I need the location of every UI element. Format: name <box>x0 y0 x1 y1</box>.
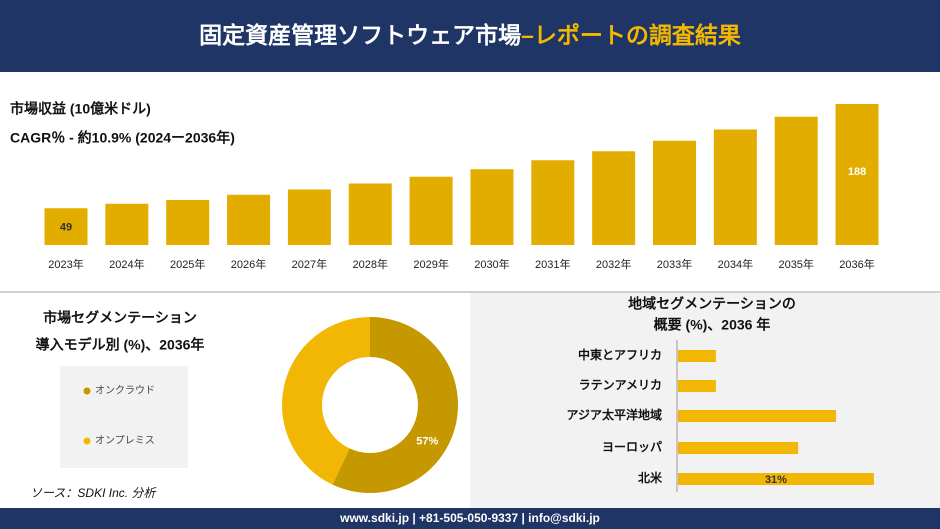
header-bg <box>0 0 940 72</box>
bar <box>835 104 879 245</box>
bar <box>678 473 874 485</box>
x-tick-label: 2034年 <box>718 257 753 271</box>
bar <box>678 350 716 362</box>
chart-subtitle: 概要 (%)、2036 年 <box>654 317 771 333</box>
bar <box>531 160 575 245</box>
x-tick-label: 2029年 <box>413 257 448 271</box>
bar <box>470 169 514 245</box>
data-label: 31% <box>765 474 787 486</box>
bar <box>166 200 210 245</box>
legend-label: オンプレミス <box>95 435 155 447</box>
bar <box>287 189 331 245</box>
bar <box>409 176 453 245</box>
bar <box>678 380 716 392</box>
legend-bg <box>60 366 188 468</box>
x-tick-label: 2030年 <box>474 257 509 271</box>
x-tick-label: 2024年 <box>109 257 144 271</box>
data-label: 188 <box>848 166 866 178</box>
y-tick-label: ヨーロッパ <box>602 440 662 454</box>
x-tick-label: 2028年 <box>353 257 388 271</box>
x-tick-label: 2027年 <box>292 257 327 271</box>
x-tick-label: 2025年 <box>170 257 205 271</box>
y-tick-label: ラテンアメリカ <box>579 378 662 392</box>
data-label: 49 <box>60 222 72 234</box>
x-tick-label: 2035年 <box>778 257 813 271</box>
x-tick-label: 2036年 <box>839 257 874 271</box>
x-tick-label: 2032年 <box>596 257 631 271</box>
source: ソース：SDKI Inc. 分析 <box>30 486 157 500</box>
title-accent: –レポートの調査結果 <box>521 22 741 48</box>
header-title: 固定資産管理ソフトウェア市場–レポートの調査結果 <box>199 22 741 48</box>
chart-title: 市場セグメンテーション <box>43 310 197 326</box>
chart-subtitle: CAGR％ - 約10.9% (2024ー2036年) <box>10 130 235 146</box>
bar <box>774 116 818 245</box>
legend-label: オンクラウド <box>95 385 155 397</box>
bar <box>713 129 757 245</box>
chart-title: 地域セグメンテーションの <box>628 296 796 312</box>
bar <box>105 203 149 245</box>
footer-bg <box>0 508 940 529</box>
chart-title: 市場収益 (10億米ドル) <box>10 101 151 117</box>
bar <box>653 140 696 245</box>
footer: www.sdki.jp | +81-505-050-9337 | info@sd… <box>339 511 600 525</box>
legend-marker <box>83 437 91 445</box>
legend-marker <box>83 387 91 395</box>
chart-subtitle: 導入モデル別 (%)、2036年 <box>36 337 205 353</box>
x-tick-label: 2023年 <box>48 257 83 271</box>
donut-slice <box>332 317 458 493</box>
x-tick-label: 2031年 <box>535 257 570 271</box>
bar <box>227 194 271 245</box>
donut-slice <box>281 317 370 485</box>
bar <box>592 151 636 245</box>
panel-bg <box>470 293 940 508</box>
bar <box>678 442 799 454</box>
title-main: 固定資産管理ソフトウェア市場 <box>199 22 521 48</box>
bar <box>44 208 88 245</box>
data-label: 57% <box>416 436 438 448</box>
bar <box>348 183 392 245</box>
x-tick-label: 2026年 <box>231 257 266 271</box>
y-tick-label: 中東とアフリカ <box>578 347 662 362</box>
y-tick-label: 北米 <box>638 470 663 485</box>
bar <box>678 410 836 422</box>
x-tick-label: 2033年 <box>657 257 692 271</box>
y-tick-label: アジア太平洋地域 <box>566 407 662 422</box>
